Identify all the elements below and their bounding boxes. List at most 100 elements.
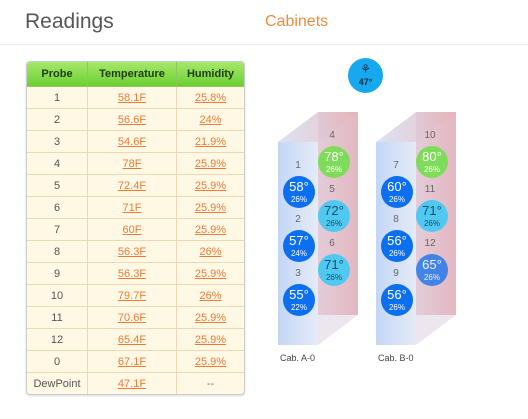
- probe-number: 7: [393, 160, 399, 171]
- temperature-link[interactable]: 70.6F: [87, 306, 177, 329]
- probe-temp: 56°: [387, 233, 407, 248]
- table-row: 12 65.4F 25.9%: [27, 328, 244, 351]
- fan-icon: ⚘: [360, 62, 371, 76]
- temperature-link[interactable]: 79.7F: [87, 284, 177, 307]
- humidity-link[interactable]: 25.9%: [176, 306, 244, 329]
- column-header-probe: Probe: [27, 62, 88, 87]
- temperature-link[interactable]: 65.4F: [87, 328, 177, 351]
- probe-number: 2: [295, 214, 301, 225]
- probe-number: 12: [424, 238, 436, 249]
- probe-cell: 3: [27, 130, 88, 153]
- probe-reading-front[interactable]: 55° 22%: [283, 284, 315, 316]
- probe-cell: 10: [27, 284, 88, 307]
- tab-cabinets[interactable]: Cabinets: [265, 13, 329, 30]
- temperature-link[interactable]: 58.1F: [87, 86, 177, 109]
- humidity-link[interactable]: 26%: [176, 240, 244, 263]
- probe-number: 5: [329, 184, 335, 195]
- probe-reading-back[interactable]: 71° 26%: [416, 200, 448, 232]
- temperature-link[interactable]: 67.1F: [87, 350, 177, 373]
- humidity-link[interactable]: 25.9%: [176, 328, 244, 351]
- probe-reading-back[interactable]: 72° 26%: [318, 200, 350, 232]
- probe-humidity: 26%: [423, 219, 440, 228]
- table-row: 1 58.1F 25.8%: [27, 86, 244, 109]
- temperature-link[interactable]: 72.4F: [87, 174, 177, 197]
- column-header-humidity: Humidity: [176, 62, 244, 87]
- probe-cell: 2: [27, 108, 88, 131]
- probe-reading-back[interactable]: 71° 26%: [318, 254, 350, 286]
- table-row: 2 56.6F 24%: [27, 108, 244, 131]
- table-row: 6 71F 25.9%: [27, 196, 244, 219]
- probe-cell: 4: [27, 152, 88, 175]
- probe-temp: 55°: [289, 287, 309, 302]
- probe-reading-front[interactable]: 56° 26%: [381, 230, 413, 262]
- temperature-link[interactable]: 56.6F: [87, 108, 177, 131]
- page-header: Readings Cabinets: [0, 0, 528, 45]
- table-row: 3 54.6F 21.9%: [27, 130, 244, 153]
- probe-reading-front[interactable]: 60° 26%: [381, 176, 413, 208]
- probe-cell: 6: [27, 196, 88, 219]
- humidity-link[interactable]: 25.9%: [176, 218, 244, 241]
- probe-number: 3: [295, 268, 301, 279]
- probe-reading-front[interactable]: 56° 26%: [381, 284, 413, 316]
- probe-temp: 78°: [324, 149, 344, 164]
- probe-cell: 9: [27, 262, 88, 285]
- temperature-link[interactable]: 78F: [87, 152, 177, 175]
- probe-reading-back[interactable]: 65° 26%: [416, 254, 448, 286]
- humidity-link[interactable]: 25.9%: [176, 350, 244, 373]
- probe-number: 10: [424, 130, 436, 141]
- probe-reading-front[interactable]: 58° 26%: [283, 176, 315, 208]
- humidity-link[interactable]: 25.9%: [176, 152, 244, 175]
- probe-cell: 5: [27, 174, 88, 197]
- readings-table: Probe Temperature Humidity 1 58.1F 25.8% 2 5…: [26, 61, 245, 395]
- humidity-link[interactable]: 24%: [176, 108, 244, 131]
- probe-cell: 8: [27, 240, 88, 263]
- cabinet-label: Cab. A-0: [280, 353, 316, 363]
- probe-humidity: 24%: [290, 249, 307, 258]
- temperature-link[interactable]: 71F: [87, 196, 177, 219]
- probe-temp: 72°: [324, 203, 344, 218]
- probe-cell: 7: [27, 218, 88, 241]
- probe-reading-back[interactable]: 80° 26%: [416, 146, 448, 178]
- table-row: 10 79.7F 26%: [27, 284, 244, 307]
- probe-temp: 57°: [289, 233, 309, 248]
- temperature-link[interactable]: 60F: [87, 218, 177, 241]
- fan-humidity: 47°: [358, 77, 373, 87]
- humidity-link[interactable]: 25.9%: [176, 262, 244, 285]
- column-header-temperature: Temperature: [87, 62, 177, 87]
- probe-number: 6: [329, 238, 335, 249]
- probe-humidity: 26%: [325, 219, 342, 228]
- humidity-link[interactable]: 25.9%: [176, 196, 244, 219]
- probe-temp: 71°: [324, 257, 344, 272]
- probe-number: 8: [393, 214, 399, 225]
- probe-reading-front[interactable]: 57° 24%: [283, 230, 315, 262]
- probe-reading-back[interactable]: 78° 26%: [318, 146, 350, 178]
- fan-badge[interactable]: ⚘ 47°: [348, 58, 383, 93]
- temperature-link[interactable]: 56.3F: [87, 240, 177, 263]
- table-row: 0 67.1F 25.9%: [27, 350, 244, 373]
- probe-cell: 0: [27, 350, 88, 373]
- table-row: DewPoint 47.1F --: [27, 372, 244, 394]
- humidity-link[interactable]: 25.8%: [176, 86, 244, 109]
- humidity-link[interactable]: 26%: [176, 284, 244, 307]
- probe-temp: 80°: [422, 149, 442, 164]
- table-row: 4 78F 25.9%: [27, 152, 244, 175]
- cabinet-label: Cab. B-0: [378, 353, 414, 363]
- probe-humidity: 26%: [423, 165, 440, 174]
- probe-number: 4: [329, 130, 335, 141]
- page-title: Readings: [25, 10, 114, 33]
- temperature-link[interactable]: 56.3F: [87, 262, 177, 285]
- temperature-link[interactable]: 54.6F: [87, 130, 177, 153]
- probe-temp: 56°: [387, 287, 407, 302]
- readings-table-body: 1 58.1F 25.8% 2 56.6F 24% 3 54.6F 21.9% 4 78F 25.9%…: [27, 86, 244, 394]
- table-row: 5 72.4F 25.9%: [27, 174, 244, 197]
- temperature-link[interactable]: 47.1F: [87, 372, 177, 394]
- probe-temp: 65°: [422, 257, 442, 272]
- humidity-cell: --: [176, 372, 244, 394]
- probe-cell: 11: [27, 306, 88, 329]
- humidity-link[interactable]: 25.9%: [176, 174, 244, 197]
- table-row: 11 70.6F 25.9%: [27, 306, 244, 329]
- probe-number: 1: [295, 160, 301, 171]
- humidity-link[interactable]: 21.9%: [176, 130, 244, 153]
- probe-humidity: 26%: [423, 273, 440, 282]
